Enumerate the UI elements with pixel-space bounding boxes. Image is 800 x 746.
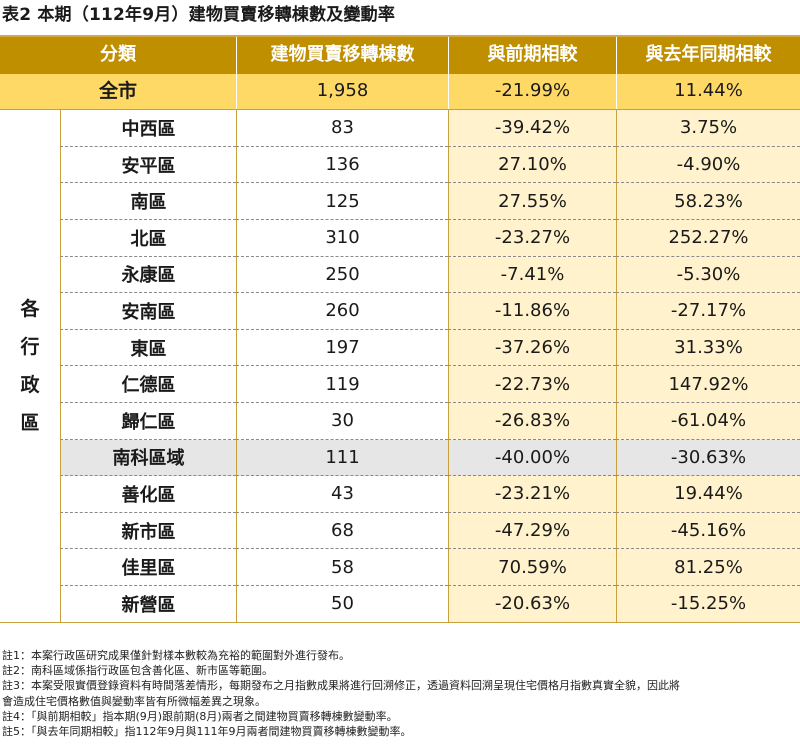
district-count: 310 [236,219,448,257]
table-row: 善化區 43 -23.21% 19.44% [0,476,800,513]
header-category: 分類 [0,37,236,74]
district-name: 歸仁區 [60,402,236,440]
district-name: 善化區 [60,476,236,513]
total-row: 全市 1,958 -21.99% 11.44% [0,73,800,111]
table-row: 仁德區 119 -22.73% 147.92% [0,366,800,403]
district-yoy-change: 31.33% [616,329,800,367]
table-row: 新市區 68 -47.29% -45.16% [0,512,800,550]
district-prev-change: -39.42% [448,110,616,147]
table-row: 新營區 50 -20.63% -15.25% [0,585,800,623]
district-prev-change: -37.26% [448,329,616,367]
district-count: 50 [236,585,448,623]
district-rows: 各 行 政 區 中西區 83 -39.42% 3.75% 安平區 136 27.10% -4.… [0,110,800,623]
header-yoy-change: 與去年同期相較 [616,37,800,74]
district-name: 佳里區 [60,549,236,586]
total-count: 1,958 [236,73,448,110]
table-header-row: 分類 建物買賣移轉棟數 與前期相較 與去年同期相較 [0,37,800,74]
district-count: 250 [236,256,448,294]
district-yoy-change: -27.17% [616,293,800,330]
group-label-char: 各 [20,297,40,320]
district-prev-change: 27.55% [448,183,616,220]
district-yoy-change: -61.04% [616,402,800,440]
district-count: 83 [236,110,448,147]
district-name: 東區 [60,329,236,367]
table-row: 東區 197 -37.26% 31.33% [0,329,800,367]
data-table: 分類 建物買賣移轉棟數 與前期相較 與去年同期相較 全市 1,958 -21.9… [0,35,800,623]
district-name: 中西區 [60,110,236,147]
district-prev-change: -23.21% [448,476,616,513]
district-prev-change: 27.10% [448,146,616,184]
district-name: 北區 [60,219,236,257]
table-row: 中西區 83 -39.42% 3.75% [0,110,800,147]
footnote: 註4：「與前期相較」指本期(9月)跟前期(8月)兩者之間建物買賣移轉棟數變動率。 [2,709,398,723]
district-name: 安平區 [60,146,236,184]
district-count: 197 [236,329,448,367]
district-count: 260 [236,293,448,330]
district-yoy-change: 58.23% [616,183,800,220]
table-row: 安南區 260 -11.86% -27.17% [0,293,800,330]
total-prev-change: -21.99% [448,73,616,110]
district-yoy-change: -5.30% [616,256,800,294]
district-prev-change: -20.63% [448,585,616,623]
district-name: 安南區 [60,293,236,330]
district-name: 新市區 [60,512,236,550]
district-yoy-change: 19.44% [616,476,800,513]
district-count: 119 [236,366,448,403]
district-count: 68 [236,512,448,550]
group-label-char: 區 [20,411,40,434]
district-count: 30 [236,402,448,440]
table-row: 安平區 136 27.10% -4.90% [0,146,800,184]
group-label: 各 行 政 區 [0,110,60,623]
district-prev-change: 70.59% [448,549,616,586]
district-name: 仁德區 [60,366,236,403]
total-yoy-change: 11.44% [616,73,800,110]
footnote: 註1：本案行政區研究成果僅針對樣本數較為充裕的範圍對外進行發布。 [2,649,350,662]
table-row: 南科區域 111 -40.00% -30.63% [0,439,800,477]
header-count: 建物買賣移轉棟數 [236,37,448,74]
district-prev-change: -26.83% [448,402,616,440]
district-yoy-change: -30.63% [616,439,800,477]
district-name: 新營區 [60,585,236,623]
district-count: 111 [236,439,448,477]
district-count: 125 [236,183,448,220]
footnotes: 註1：本案行政區研究成果僅針對樣本數較為充裕的範圍對外進行發布。 註2：南科區域係… [2,648,798,739]
footnote: 註2：南科區域係指行政區包含善化區、新市區等範圍。 [2,664,273,678]
district-yoy-change: -45.16% [616,512,800,550]
district-count: 136 [236,146,448,184]
district-yoy-change: 3.75% [616,110,800,147]
district-count: 43 [236,476,448,513]
table-title: 表2 本期（112年9月）建物買賣移轉棟數及變動率 [2,5,396,25]
district-prev-change: -40.00% [448,439,616,477]
district-name: 南區 [60,183,236,220]
district-prev-change: -7.41% [448,256,616,294]
district-yoy-change: 81.25% [616,549,800,586]
footnote: 註5：「與去年同期相較」指112年9月與111年9月兩者間建物買賣移轉棟數變動率… [2,725,412,739]
group-label-char: 行 [20,335,40,358]
footnote: 註3：本案受限實價登錄資料有時間落差情形，每期發布之月指數成果將進行回溯修正，透… [2,679,680,693]
table-row: 永康區 250 -7.41% -5.30% [0,256,800,294]
district-name: 永康區 [60,256,236,294]
total-label: 全市 [0,73,236,110]
district-prev-change: -11.86% [448,293,616,330]
district-yoy-change: -15.25% [616,585,800,623]
district-count: 58 [236,549,448,586]
district-yoy-change: -4.90% [616,146,800,184]
district-yoy-change: 147.92% [616,366,800,403]
group-label-char: 政 [20,373,40,396]
district-prev-change: -23.27% [448,219,616,257]
table-row: 北區 310 -23.27% 252.27% [0,219,800,257]
district-prev-change: -47.29% [448,512,616,550]
district-prev-change: -22.73% [448,366,616,403]
header-prev-change: 與前期相較 [448,37,616,74]
district-name: 南科區域 [60,439,236,477]
table-row: 佳里區 58 70.59% 81.25% [0,549,800,586]
table-row: 南區 125 27.55% 58.23% [0,183,800,220]
table-row: 歸仁區 30 -26.83% -61.04% [0,402,800,440]
district-yoy-change: 252.27% [616,219,800,257]
footnote: 會造成住宅價格數值與變動率皆有所微幅差異之現象。 [2,694,266,708]
